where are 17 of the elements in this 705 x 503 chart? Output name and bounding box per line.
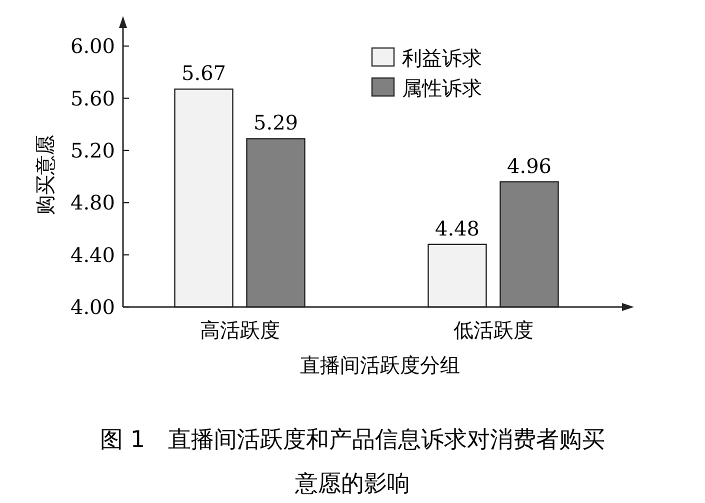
x-tick-label: 低活跃度 <box>453 318 534 342</box>
x-axis-title: 直播间活跃度分组 <box>300 353 460 377</box>
legend-label: 属性诉求 <box>402 76 482 100</box>
y-tick-label: 5.60 <box>70 86 115 110</box>
text: 图 1 直播间活跃度和产品信息诉求对消费者购买意愿的影响 <box>99 426 606 499</box>
x-tick-label: 高活跃度 <box>200 318 280 342</box>
data-label: 5.67 <box>181 61 226 86</box>
data-label: 5.29 <box>253 110 298 135</box>
data-label: 4.96 <box>506 154 552 178</box>
y-tick-label: 4.40 <box>70 242 115 267</box>
y-tick-label: 6.00 <box>70 34 115 58</box>
y-tick-label: 4.00 <box>70 295 115 319</box>
y-axis-title: 购买意愿 <box>33 135 57 215</box>
legend-label: 利益诉求 <box>402 46 482 70</box>
y-tick-label: 5.20 <box>70 138 115 162</box>
data-label: 4.48 <box>434 216 480 240</box>
y-tick-label: 4.80 <box>70 190 115 215</box>
